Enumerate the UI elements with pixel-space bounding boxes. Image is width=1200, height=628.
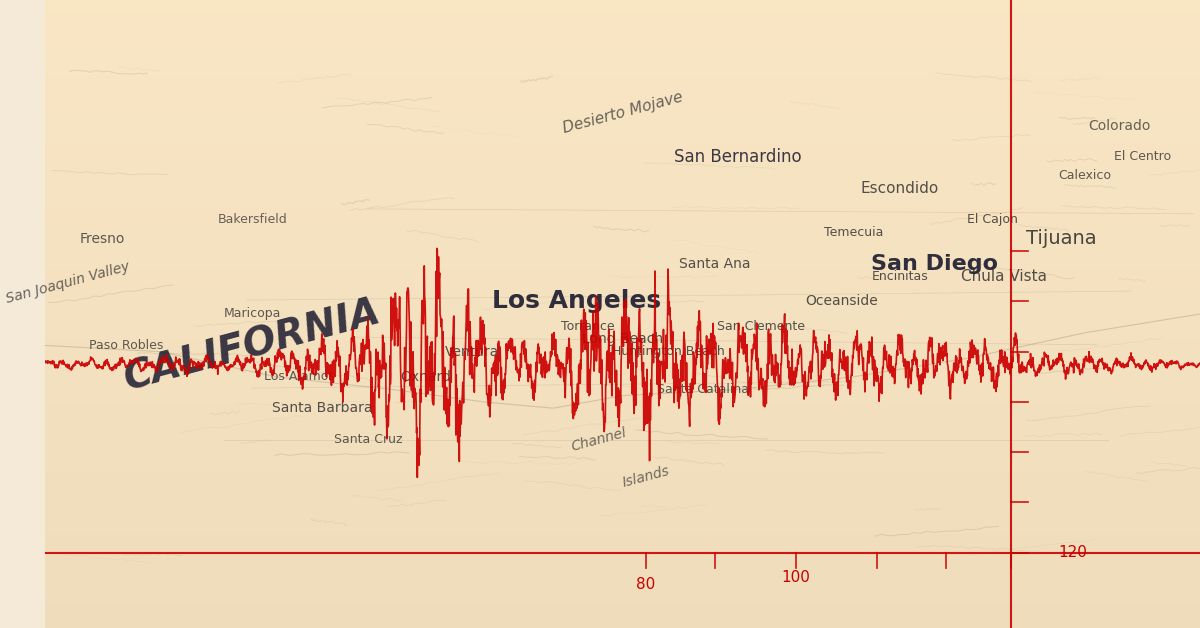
Text: San Joaquin Valley: San Joaquin Valley [5, 259, 132, 306]
Text: Los Angeles: Los Angeles [492, 290, 661, 313]
Text: 80: 80 [636, 577, 655, 592]
Text: Paso Robles: Paso Robles [89, 339, 163, 352]
Text: Los Alamos: Los Alamos [264, 371, 335, 383]
Text: Torrance: Torrance [560, 320, 614, 333]
Text: Fresno: Fresno [80, 232, 125, 246]
Text: Santa Barbara: Santa Barbara [272, 401, 372, 415]
Text: Bakersfield: Bakersfield [218, 214, 288, 226]
Text: Calexico: Calexico [1058, 170, 1111, 182]
Text: Santa Ana: Santa Ana [679, 257, 750, 271]
Text: Huntington Beach: Huntington Beach [612, 345, 725, 358]
Text: Oxnard: Oxnard [401, 370, 451, 384]
Text: 100: 100 [781, 570, 810, 585]
Text: Temecuia: Temecuia [823, 226, 883, 239]
Text: Santa Cruz: Santa Cruz [334, 433, 402, 446]
Text: Escondido: Escondido [860, 181, 938, 196]
Text: Chula Vista: Chula Vista [961, 269, 1046, 284]
Text: Channel: Channel [570, 426, 629, 453]
Text: CALIFORNIA: CALIFORNIA [120, 293, 385, 398]
Text: San Diego: San Diego [871, 254, 998, 274]
Text: 120: 120 [1058, 545, 1087, 560]
Text: El Cajon: El Cajon [967, 214, 1018, 226]
Text: Desierto Mojave: Desierto Mojave [560, 90, 684, 136]
Text: Islands: Islands [620, 464, 671, 490]
Text: Maricopa: Maricopa [224, 308, 282, 320]
Text: Long Beach: Long Beach [582, 332, 662, 346]
Text: Encinitas: Encinitas [871, 270, 928, 283]
Text: Colorado: Colorado [1088, 119, 1151, 133]
Text: Oceanside: Oceanside [805, 295, 878, 308]
Text: El Centro: El Centro [1114, 151, 1171, 163]
Text: San Clemente: San Clemente [718, 320, 805, 333]
Text: Tijuana: Tijuana [1026, 229, 1097, 248]
Text: Ventura: Ventura [445, 345, 499, 359]
Text: Santa Catalina: Santa Catalina [658, 383, 749, 396]
Text: San Bernardino: San Bernardino [674, 148, 802, 166]
